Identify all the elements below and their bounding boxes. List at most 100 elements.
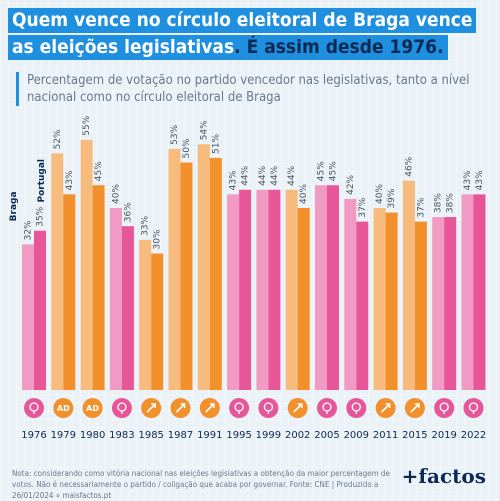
arrow-glyph-1985 xyxy=(146,403,156,413)
value-label-braga-2011: 40% xyxy=(375,184,385,204)
x-tick-label-1983: 1983 xyxy=(109,430,134,441)
value-label-braga-2019: 38% xyxy=(434,193,444,213)
value-label-braga-1999: 44% xyxy=(258,165,268,185)
bar-braga-1995 xyxy=(227,194,240,390)
value-label-portugal-2022: 43% xyxy=(475,170,485,190)
value-label-portugal-1976: 35% xyxy=(36,206,46,226)
bar-portugal-2009 xyxy=(356,221,369,390)
value-label-braga-1995: 43% xyxy=(229,170,239,190)
arrow-glyph-1987 xyxy=(175,403,186,413)
value-label-braga-2009: 42% xyxy=(346,174,356,194)
bar-portugal-2005 xyxy=(327,185,339,390)
value-label-portugal-2019: 38% xyxy=(446,193,456,213)
value-label-portugal-1999: 44% xyxy=(270,165,280,185)
fist-rose-icon xyxy=(434,398,455,418)
x-tick-label-2005: 2005 xyxy=(314,430,339,441)
value-label-portugal-2002: 40% xyxy=(299,184,309,204)
value-label-braga-2015: 46% xyxy=(404,156,414,176)
bar-portugal-1995 xyxy=(239,189,252,390)
bar-portugal-2002 xyxy=(297,208,310,390)
arrow-glyph-2002 xyxy=(293,403,303,413)
bar-braga-1979 xyxy=(51,153,64,390)
party-icon-label-1980: AD xyxy=(86,404,99,413)
x-tick-label-2022: 2022 xyxy=(461,430,486,441)
title-line-1: Quem vence no círculo eleitoral de Braga… xyxy=(8,8,477,33)
bar-braga-2015 xyxy=(402,180,415,390)
chart-subtitle: Percentagem de votação no partido venced… xyxy=(16,72,497,106)
bar-braga-2019 xyxy=(432,217,445,390)
x-tick-label-1985: 1985 xyxy=(138,430,163,441)
value-label-portugal-1983: 36% xyxy=(123,202,133,222)
x-tick-label-1979: 1979 xyxy=(51,430,76,441)
value-label-portugal-1985: 30% xyxy=(153,229,163,249)
fist-rose-icon xyxy=(258,398,279,418)
bar-braga-1999 xyxy=(256,189,269,390)
fist-rose-icon xyxy=(24,398,44,418)
bar-braga-2011 xyxy=(373,208,386,390)
x-tick-label-2019: 2019 xyxy=(431,430,456,441)
value-label-braga-1985: 33% xyxy=(141,215,151,235)
arrow-glyph-2015 xyxy=(410,403,420,413)
value-label-braga-1980: 55% xyxy=(82,115,92,135)
value-label-braga-2022: 43% xyxy=(463,170,473,190)
bar-portugal-2011 xyxy=(385,212,398,390)
value-label-braga-1983: 40% xyxy=(111,184,121,204)
value-label-portugal-1991: 51% xyxy=(211,133,221,153)
value-label-braga-1979: 52% xyxy=(53,129,63,149)
bar-portugal-1980 xyxy=(92,185,105,390)
bar-braga-1985 xyxy=(139,239,152,390)
title-line-2b: . É assim desde 1976. xyxy=(234,36,444,58)
title-line-2: as eleições legislativas. É assim desde … xyxy=(8,35,448,60)
value-label-portugal-1987: 50% xyxy=(182,138,192,158)
legend-braga: Braga xyxy=(9,191,19,221)
bar-braga-2005 xyxy=(315,185,327,390)
ad-icon xyxy=(82,398,103,418)
value-label-portugal-2009: 37% xyxy=(358,197,368,217)
title-line-2a: as eleições legislativas xyxy=(12,36,235,58)
x-tick-label-2011: 2011 xyxy=(373,430,398,441)
x-tick-label-2009: 2009 xyxy=(344,430,369,441)
value-label-portugal-1995: 44% xyxy=(241,165,251,185)
value-label-braga-1987: 53% xyxy=(170,124,180,144)
bar-braga-2002 xyxy=(285,189,298,390)
bar-portugal-1979 xyxy=(63,194,76,390)
bar-portugal-1987 xyxy=(180,162,193,390)
bar-portugal-2019 xyxy=(444,217,457,390)
footnote: Nota: considerando como vitória nacional… xyxy=(12,469,390,500)
bar-portugal-1983 xyxy=(121,226,134,390)
value-label-braga-1991: 54% xyxy=(199,120,209,140)
ad-icon xyxy=(53,398,74,418)
value-label-braga-2002: 44% xyxy=(287,165,297,185)
bar-portugal-1976 xyxy=(34,230,46,390)
title-block: Quem vence no círculo eleitoral de Braga… xyxy=(8,8,494,62)
bar-braga-2022 xyxy=(461,194,474,390)
bar-braga-1983 xyxy=(109,208,122,390)
x-tick-label-2002: 2002 xyxy=(285,430,310,441)
value-label-portugal-1979: 43% xyxy=(65,170,75,190)
bar-portugal-2015 xyxy=(414,221,427,390)
fist-rose-icon xyxy=(346,398,367,418)
bar-portugal-1991 xyxy=(209,157,222,390)
fist-rose-icon xyxy=(317,398,337,418)
party-icon-label-1979: AD xyxy=(57,404,70,413)
value-label-portugal-1980: 45% xyxy=(94,161,104,181)
bar-braga-1991 xyxy=(197,144,210,390)
x-tick-label-1995: 1995 xyxy=(226,430,251,441)
bar-portugal-1999 xyxy=(268,189,281,390)
x-tick-label-1991: 1991 xyxy=(197,430,222,441)
legend-portugal: Portugal xyxy=(37,159,47,203)
arrow-glyph-1991 xyxy=(205,403,215,413)
x-tick-label-1987: 1987 xyxy=(168,430,193,441)
arrow-glyph-2011 xyxy=(381,403,391,413)
fist-rose-icon xyxy=(111,398,132,418)
value-label-portugal-2015: 37% xyxy=(416,197,426,217)
bar-braga-1987 xyxy=(168,148,181,390)
brand-logo: +factos xyxy=(401,464,486,488)
bar-portugal-1985 xyxy=(151,253,164,390)
x-tick-label-2015: 2015 xyxy=(402,430,427,441)
value-label-braga-2005: 45% xyxy=(317,161,327,181)
bar-braga-1980 xyxy=(80,139,93,390)
bar-portugal-2022 xyxy=(473,194,486,390)
x-tick-label-1999: 1999 xyxy=(256,430,281,441)
